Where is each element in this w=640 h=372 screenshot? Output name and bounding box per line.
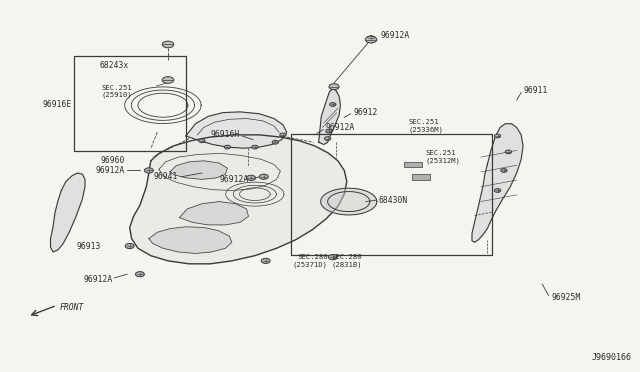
Circle shape: [198, 139, 205, 142]
Circle shape: [125, 243, 134, 248]
Polygon shape: [51, 173, 85, 252]
Circle shape: [246, 175, 255, 180]
Text: 96925M: 96925M: [551, 294, 580, 302]
Bar: [74, 56, 186, 151]
Circle shape: [259, 174, 268, 179]
Text: 96911: 96911: [523, 86, 547, 95]
Polygon shape: [186, 112, 287, 148]
Circle shape: [328, 254, 337, 260]
Circle shape: [326, 129, 332, 133]
Text: SEC.280
(25371D): SEC.280 (25371D): [292, 254, 328, 267]
Bar: [291, 134, 492, 254]
Polygon shape: [321, 188, 377, 215]
Text: SEC.251
(25910): SEC.251 (25910): [102, 85, 132, 98]
Circle shape: [224, 145, 230, 149]
Text: 96912A: 96912A: [96, 166, 125, 175]
Text: 96912A: 96912A: [220, 175, 248, 184]
Circle shape: [367, 36, 376, 41]
Text: 68430N: 68430N: [379, 196, 408, 205]
Bar: [404, 161, 422, 167]
Text: 96913: 96913: [77, 241, 101, 250]
Circle shape: [136, 272, 145, 277]
Polygon shape: [319, 89, 340, 144]
Circle shape: [252, 145, 258, 149]
Circle shape: [261, 258, 270, 263]
Text: 96960: 96960: [100, 156, 125, 165]
Polygon shape: [179, 202, 248, 225]
Circle shape: [145, 168, 154, 173]
Polygon shape: [149, 227, 232, 253]
Text: 68243x: 68243x: [100, 61, 129, 70]
Circle shape: [505, 150, 511, 154]
Text: SEC.251
(25312M): SEC.251 (25312M): [426, 150, 460, 164]
Text: 96912A: 96912A: [381, 31, 410, 41]
Circle shape: [280, 133, 286, 137]
Text: J9690166: J9690166: [591, 353, 632, 362]
Circle shape: [329, 84, 339, 90]
Text: 96912A: 96912A: [325, 123, 355, 132]
Polygon shape: [170, 161, 227, 179]
Circle shape: [365, 36, 377, 43]
Circle shape: [494, 134, 500, 138]
Circle shape: [272, 140, 278, 144]
Text: 96912: 96912: [353, 108, 378, 117]
Circle shape: [330, 103, 336, 106]
Text: 96941: 96941: [154, 172, 178, 181]
Text: 96916H: 96916H: [211, 130, 240, 140]
Circle shape: [324, 137, 331, 140]
Circle shape: [500, 169, 507, 172]
Text: SEC.251
(25336M): SEC.251 (25336M): [408, 119, 443, 133]
Polygon shape: [130, 135, 347, 264]
Polygon shape: [472, 124, 523, 242]
Circle shape: [494, 189, 500, 192]
Text: 96912A: 96912A: [83, 275, 113, 284]
Text: 96916E: 96916E: [42, 100, 72, 109]
Text: SEC.280
(2831B): SEC.280 (2831B): [332, 254, 362, 267]
Text: FRONT: FRONT: [60, 303, 84, 312]
Bar: [412, 174, 430, 180]
Circle shape: [163, 77, 173, 83]
Circle shape: [163, 41, 173, 48]
